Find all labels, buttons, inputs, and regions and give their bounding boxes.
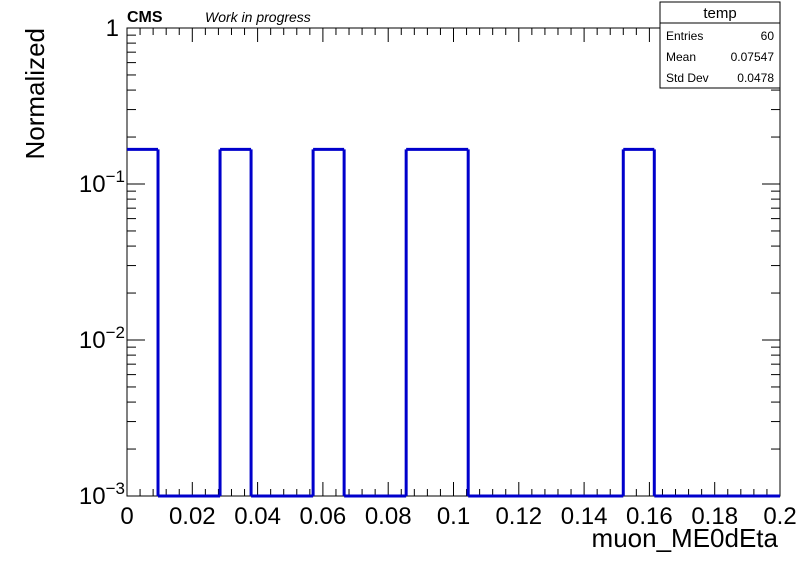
- x-tick-label: 0: [120, 503, 133, 530]
- x-axis-title: muon_ME0dEta: [592, 523, 779, 553]
- plot-frame: [126, 27, 781, 497]
- x-tick-label: 0.12: [495, 503, 542, 530]
- y-axis-ticks: 1 10−1 10−2 10−3: [79, 15, 780, 510]
- x-tick-label: 0.18: [691, 503, 738, 530]
- x-axis-ticks: 0 0.02 0.04 0.06 0.08 0.1 0.12 0.14 0.16 0.18 0.2: [120, 28, 796, 530]
- stats-box: temp Entries 60 Mean 0.07547 Std Dev 0.0…: [659, 1, 781, 89]
- x-tick-label: 0.1: [437, 503, 470, 530]
- y-tick-label: 1: [106, 15, 119, 42]
- experiment-label: CMS: [127, 9, 163, 26]
- x-tick-label: 0.06: [300, 503, 347, 530]
- status-label: Work in progress: [205, 9, 311, 25]
- x-tick-label: 0.08: [365, 503, 412, 530]
- stats-entries-label: Entries: [666, 29, 703, 43]
- x-tick-label: 0.14: [561, 503, 608, 530]
- histogram-series: [127, 147, 780, 498]
- y-tick-label: 10−2: [79, 323, 125, 354]
- x-tick-label: 0.04: [234, 503, 281, 530]
- x-tick-label: 0.16: [626, 503, 673, 530]
- stats-stddev-label: Std Dev: [666, 71, 709, 85]
- stats-box-frame: [659, 1, 781, 89]
- stats-mean-value: 0.07547: [731, 50, 775, 64]
- y-tick-label: 10−3: [79, 479, 125, 510]
- stats-box-title: temp: [703, 5, 736, 22]
- stats-stddev-value: 0.0478: [737, 71, 774, 85]
- stats-mean-label: Mean: [666, 50, 696, 64]
- x-tick-label: 0.02: [169, 503, 216, 530]
- y-axis-title: Normalized: [20, 28, 50, 160]
- y-tick-label: 10−1: [79, 167, 125, 198]
- x-tick-label: 0.2: [763, 503, 796, 530]
- stats-entries-value: 60: [761, 29, 775, 43]
